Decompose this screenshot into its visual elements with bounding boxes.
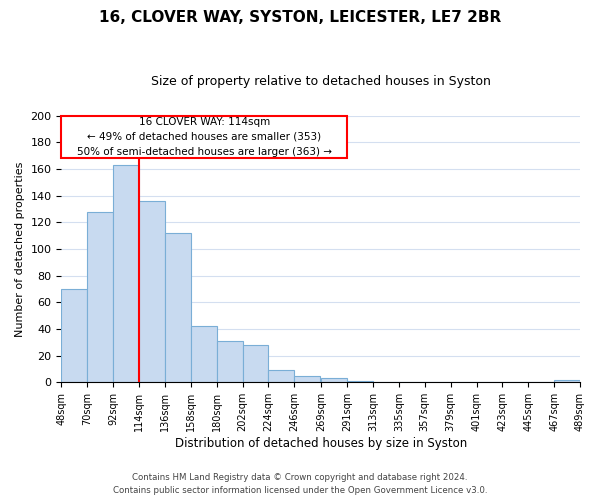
Bar (191, 326, 217, 382)
Bar (347, 381, 373, 382)
Text: Contains HM Land Registry data © Crown copyright and database right 2024.
Contai: Contains HM Land Registry data © Crown c… (113, 474, 487, 495)
Bar (554, 380, 580, 382)
Bar (242, 345, 268, 383)
Bar (268, 370, 294, 382)
Y-axis label: Number of detached properties: Number of detached properties (15, 162, 25, 336)
Text: 16, CLOVER WAY, SYSTON, LEICESTER, LE7 2BR: 16, CLOVER WAY, SYSTON, LEICESTER, LE7 2… (99, 10, 501, 25)
Title: Size of property relative to detached houses in Syston: Size of property relative to detached ho… (151, 75, 491, 88)
Bar (139, 201, 165, 382)
Bar (165, 233, 191, 382)
Bar (321, 378, 347, 382)
Text: 16 CLOVER WAY: 114sqm
← 49% of detached houses are smaller (353)
50% of semi-det: 16 CLOVER WAY: 114sqm ← 49% of detached … (77, 117, 332, 156)
X-axis label: Distribution of detached houses by size in Syston: Distribution of detached houses by size … (175, 437, 467, 450)
Bar (294, 376, 320, 382)
Bar (217, 341, 242, 382)
Bar (113, 165, 139, 382)
Bar (61, 116, 347, 158)
Bar (87, 212, 113, 382)
Bar (61, 289, 87, 382)
